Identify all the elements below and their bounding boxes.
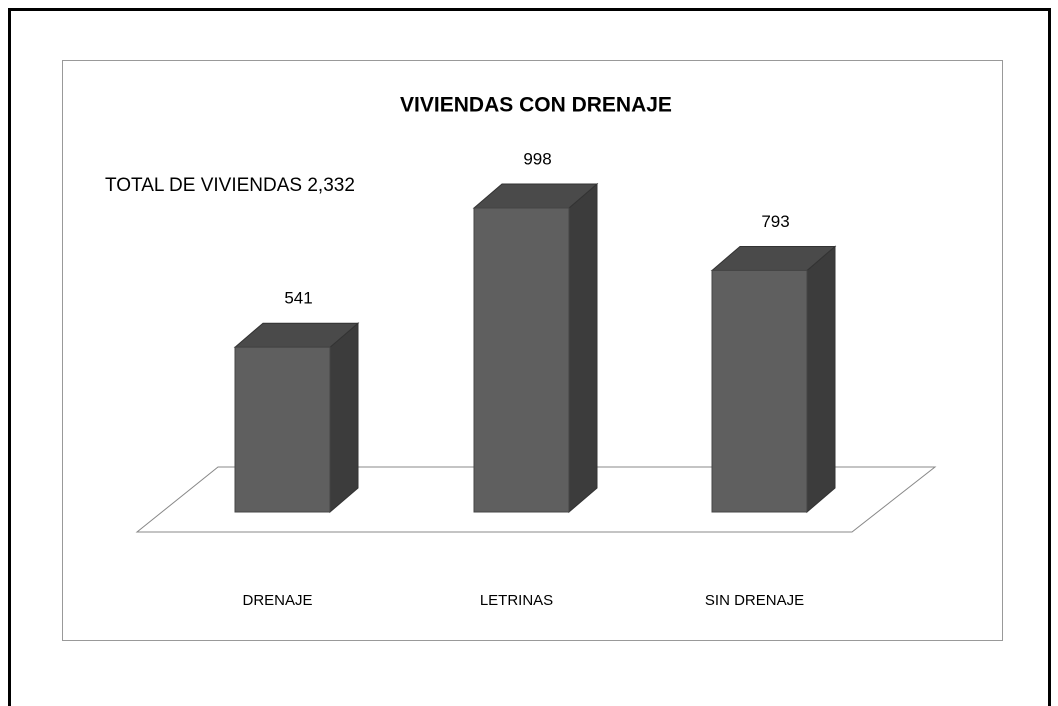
- bar-side: [806, 245, 836, 514]
- annotation: TOTAL DE VIVIENDAS 2,332: [105, 175, 355, 196]
- bar-side: [329, 322, 359, 514]
- x-tick-label: LETRINAS: [480, 592, 553, 609]
- bar: [234, 346, 331, 513]
- value-label: 998: [523, 149, 551, 168]
- x-tick-label: SIN DRENAJE: [705, 592, 804, 609]
- bar: [473, 207, 570, 513]
- bar: [711, 269, 808, 513]
- page-frame: [8, 8, 1051, 706]
- bar-side: [568, 182, 598, 514]
- chart-title: VIVIENDAS CON DRENAJE: [400, 94, 672, 117]
- value-label: 793: [761, 212, 789, 231]
- value-label: 541: [284, 289, 312, 308]
- x-tick-label: DRENAJE: [242, 592, 312, 609]
